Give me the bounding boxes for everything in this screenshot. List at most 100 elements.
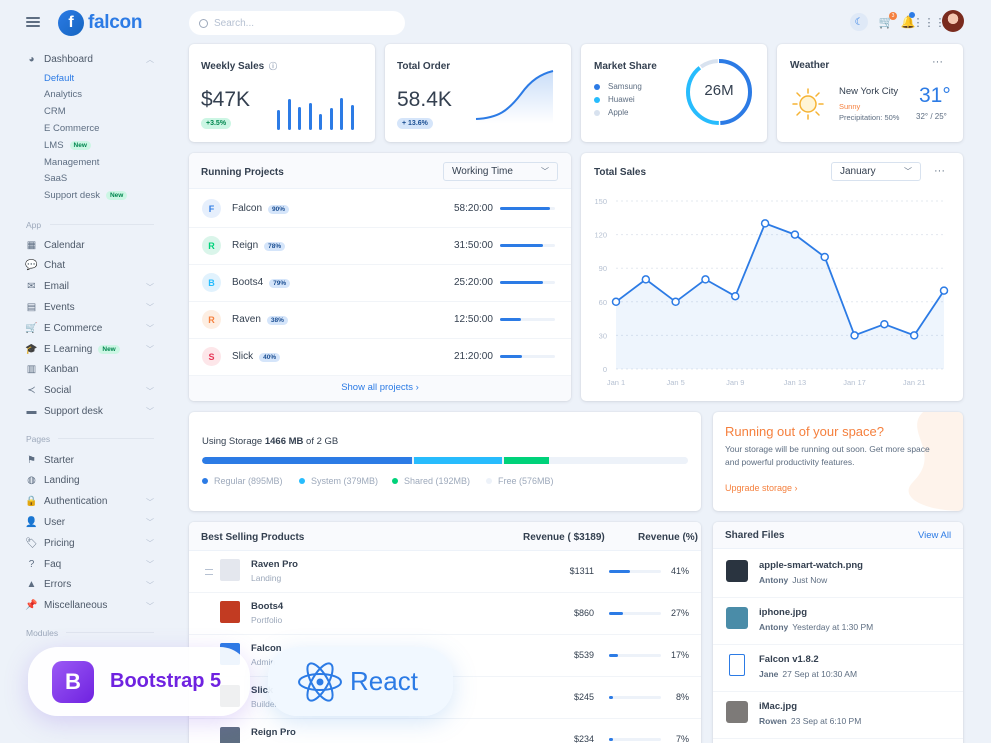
project-row[interactable]: S Slick 40% 21:20:00 [189,339,571,376]
best-selling-title: Best Selling Products [201,532,305,543]
file-name[interactable]: apple-smart-watch.png [759,560,863,571]
product-category: Admin [251,657,276,667]
chevron-down-icon: ﹀ [146,345,154,354]
table-row[interactable]: Reign Pro $234 7% [189,719,701,743]
file-row[interactable]: apple-smart-watch.png Antony Just Now [713,550,963,598]
sidebar-item-kanban[interactable]: ▥ Kanban [26,362,156,378]
data-point[interactable] [671,297,680,307]
sidebar-subitem[interactable]: SaaS [44,172,67,186]
sidebar-item-pricing[interactable]: 🏷 Pricing ﹀ [25,535,156,551]
data-point[interactable] [939,286,949,295]
sidebar-item-faq[interactable]: ? Faq ﹀ [26,556,156,572]
sidebar-item-user[interactable]: 👤 User ﹀ [25,514,156,530]
revenue-percent: 8% [675,692,689,702]
data-point[interactable] [641,275,651,284]
file-name[interactable]: iphone.jpg [759,607,808,618]
sidebar-item-calendar[interactable]: ▦ Calendar [26,237,156,253]
y-tick-label: 30 [599,331,607,340]
sidebar-item-chat[interactable]: 💬 Chat [25,258,156,274]
project-row[interactable]: R Raven 38% 12:50:00 [189,302,571,339]
sidebar-subitem[interactable]: CRM [44,105,66,119]
file-time: 27 Sep at 10:30 AM [782,669,858,679]
sidebar-subitem[interactable]: Management [44,155,99,169]
data-point[interactable] [611,297,621,307]
chevron-up-icon: ︿ [146,55,154,64]
sidebar-subitem[interactable]: Analytics [44,88,82,102]
data-point[interactable] [701,275,710,284]
notification-dot [909,12,915,18]
sidebar-item-support-desk[interactable]: ▬ Support desk ﹀ [26,403,156,419]
table-row[interactable]: Boots4 Portfolio $860 27% [189,593,701,635]
legend-label: Regular (895MB) [214,476,283,486]
revenue-progress-bar [609,654,661,657]
project-time: 12:50:00 [454,314,493,325]
sidebar-item-label: Authentication [44,496,108,508]
working-time-select[interactable]: Working Time ﹀ [443,162,558,181]
data-point[interactable] [790,230,800,239]
more-options-icon[interactable]: ··· [932,56,943,68]
drag-handle-icon[interactable] [205,569,213,575]
menu-toggle-icon[interactable] [26,17,40,27]
file-name[interactable]: Falcon v1.8.2 [759,654,819,665]
donut-slice [686,59,752,125]
storage-segment [551,457,686,464]
file-row[interactable]: iMac.jpg Rowen 23 Sep at 6:10 PM [713,691,963,739]
react-logo-icon [298,661,342,702]
sidebar-item-landing[interactable]: ◍ Landing [26,473,156,489]
bell-icon[interactable]: 🔔 [900,15,916,29]
file-name[interactable]: iMac.jpg [759,701,798,712]
product-name[interactable]: Reign Pro [251,727,296,738]
sidebar-subitem[interactable]: Support desk New [44,189,128,203]
sidebar-item-miscellaneous[interactable]: 📌 Miscellaneous ﹀ [25,598,156,614]
search-input[interactable]: Search... [189,11,405,35]
project-percent-badge: 78% [264,242,286,251]
apps-grid-icon[interactable]: ⋮⋮⋮ [912,16,946,29]
weather-city: New York City [839,86,899,97]
moon-icon[interactable]: ☾ [850,13,868,31]
upgrade-storage-link[interactable]: Upgrade storage › [725,483,798,493]
legend-item: Huawei [594,95,635,104]
sidebar: f falcon ◕ Dashboard ︿ Default Analytics C… [0,0,170,743]
revenue-column-header[interactable]: Revenue ( $3189) [523,532,605,543]
month-select[interactable]: January ﹀ [831,162,921,181]
search-placeholder: Search... [214,17,255,29]
project-row[interactable]: F Falcon 90% 58:20:00 [189,191,571,228]
data-point[interactable] [909,331,919,340]
data-point[interactable] [820,252,829,262]
sidebar-item-email[interactable]: ✉ Email ﹀ [26,279,156,295]
sidebar-item-social[interactable]: ≺ Social ﹀ [26,383,156,399]
avatar[interactable] [942,10,964,32]
sidebar-subitem[interactable]: LMS New [44,138,91,152]
data-point[interactable] [760,219,770,228]
table-row[interactable]: Raven Pro Landing $1311 41% [189,551,701,593]
product-name[interactable]: Boots4 [251,601,284,612]
product-name[interactable]: Falcon [251,643,282,654]
data-point[interactable] [731,291,740,301]
sidebar-subitem[interactable]: E Commerce [44,121,99,135]
sidebar-item-e-learning[interactable]: 🎓 E Learning New ﹀ [25,341,156,357]
sidebar-item-errors[interactable]: ▲ Errors ﹀ [26,577,156,593]
show-all-projects-link[interactable]: Show all projects › [341,382,419,393]
product-name[interactable]: Raven Pro [251,559,298,570]
logo[interactable]: f falcon [58,10,142,36]
data-point[interactable] [850,331,859,340]
sidebar-item-starter[interactable]: ⚑ Starter [26,452,156,468]
view-all-link[interactable]: View All [918,530,952,541]
product-name[interactable]: Slick [251,685,274,696]
sidebar-item-authentication[interactable]: 🔒 Authentication ﹀ [25,494,156,510]
sidebar-item-events[interactable]: ▤ Events ﹀ [26,299,156,315]
info-icon[interactable]: ⓘ [268,62,277,71]
revenue-pct-column-header[interactable]: Revenue (%) [638,532,699,543]
project-row[interactable]: R Reign 78% 31:50:00 [189,228,571,265]
file-row[interactable]: iphone.jpg Antony Yesterday at 1:30 PM [713,597,963,645]
file-row[interactable]: Falcon v1.8.2 Jane 27 Sep at 10:30 AM [713,644,963,692]
data-point[interactable] [880,319,889,329]
sidebar-subitem[interactable]: Default [44,71,74,85]
project-name: Falcon 90% [232,203,290,214]
weekly-sales-bar-chart [277,92,363,130]
sidebar-item-label: Management [44,156,100,168]
sidebar-item-e-commerce[interactable]: 🛒 E Commerce ﹀ [25,320,156,336]
project-row[interactable]: B Boots4 79% 25:20:00 [189,265,571,302]
sidebar-item-dashboard[interactable]: ◕ Dashboard ︿ [26,51,156,67]
more-options-icon[interactable]: ··· [934,165,945,177]
